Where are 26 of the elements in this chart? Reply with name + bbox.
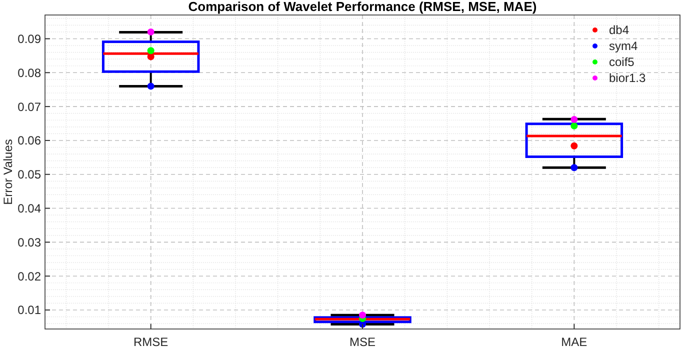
y-tick-label: 0.06 [18,134,42,148]
point [147,82,154,90]
x-tick-label: RMSE [133,335,168,349]
y-axis-title: Error Values [1,139,15,205]
y-tick-label: 0.02 [18,269,42,284]
chart-title: Comparison of Wavelet Performance (RMSE, MSE, MAE) [188,0,537,14]
y-tick-label: 0.04 [18,201,42,216]
legend-label: coif5 [609,55,635,70]
point [147,47,154,54]
y-tick-label: 0.01 [18,303,42,318]
x-tick-label: MAE [561,335,588,349]
point [570,122,578,130]
legend-label: sym4 [609,39,638,54]
y-tick-label: 0.05 [18,168,42,182]
y-tick-label: 0.08 [18,66,42,80]
point [359,312,366,319]
y-tick-label: 0.09 [18,32,42,46]
point [570,116,578,123]
x-tick-label: MSE [349,335,376,349]
legend-label: db4 [609,23,630,38]
point [570,142,578,150]
y-tick-label: 0.07 [18,100,42,114]
y-tick-label: 0.03 [18,235,42,250]
point [570,164,578,172]
legend-label: bior1.3 [609,71,646,86]
point [147,28,154,36]
